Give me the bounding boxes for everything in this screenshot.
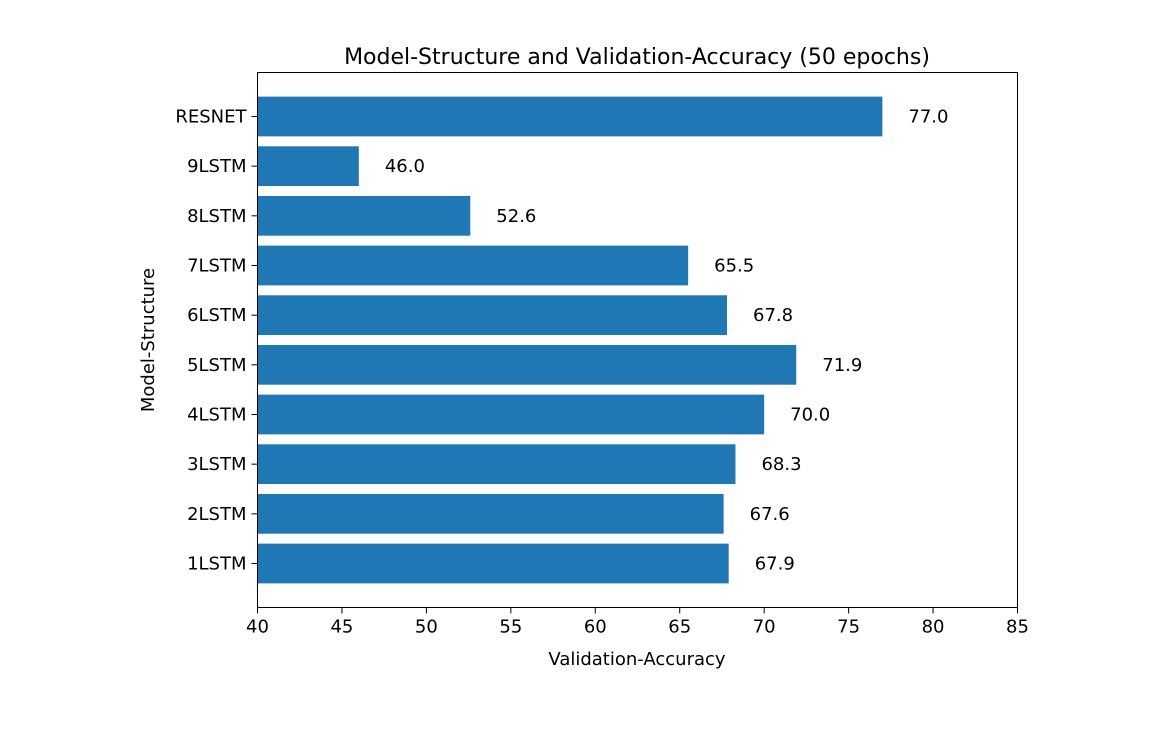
plot-frame: [257, 72, 1018, 608]
y-tick-label-2lstm: 2LSTM: [187, 504, 246, 525]
y-axis-ticks: 1LSTM 2LSTM 3LSTM 4LSTM 5LSTM 6LSTM 7LSTM 8LSTM…: [175, 107, 258, 575]
bar-7lstm: [257, 245, 689, 286]
y-tick-label-7lstm: 7LSTM: [187, 256, 246, 277]
x-tick-label-50: 50: [415, 617, 438, 638]
x-tick-label-75: 75: [837, 617, 860, 638]
y-tick-label-5lstm: 5LSTM: [187, 355, 246, 376]
bar-3lstm: [257, 444, 736, 485]
value-label-6lstm: 67.8: [753, 305, 793, 326]
y-axis-label: Model-Structure: [138, 268, 159, 412]
value-labels-group: 67.9 67.6 68.3 70.0 71.9 67.8 65.5 52.6 46.0 77.0: [385, 107, 949, 575]
bar-9lstm: [257, 146, 359, 187]
chart-title: Model-Structure and Validation-Accuracy …: [344, 45, 930, 70]
x-tick-label-85: 85: [1006, 617, 1029, 638]
value-label-4lstm: 70.0: [790, 405, 830, 426]
x-tick-label-65: 65: [668, 617, 691, 638]
value-label-5lstm: 71.9: [822, 355, 862, 376]
y-tick-label-9lstm: 9LSTM: [187, 156, 246, 177]
x-tick-label-60: 60: [584, 617, 607, 638]
bar-8lstm: [257, 195, 471, 236]
value-label-2lstm: 67.6: [750, 504, 790, 525]
y-tick-label-6lstm: 6LSTM: [187, 305, 246, 326]
value-label-8lstm: 52.6: [496, 206, 536, 227]
value-label-3lstm: 68.3: [761, 454, 801, 475]
bar-5lstm: [257, 344, 797, 385]
bar-2lstm: [257, 493, 724, 534]
bars-group: [257, 96, 883, 584]
y-tick-label-1lstm: 1LSTM: [187, 554, 246, 575]
bar-4lstm: [257, 394, 765, 435]
value-label-resnet: 77.0: [908, 107, 948, 128]
bar-resnet: [257, 96, 883, 137]
value-label-9lstm: 46.0: [385, 156, 425, 177]
value-label-1lstm: 67.9: [755, 554, 795, 575]
y-tick-label-3lstm: 3LSTM: [187, 454, 246, 475]
bar-1lstm: [257, 543, 729, 584]
x-tick-label-80: 80: [922, 617, 945, 638]
bar-6lstm: [257, 295, 728, 336]
x-tick-label-45: 45: [330, 617, 353, 638]
y-tick-label-8lstm: 8LSTM: [187, 206, 246, 227]
y-tick-label-resnet: RESNET: [175, 107, 247, 128]
x-tick-label-55: 55: [499, 617, 522, 638]
x-tick-label-40: 40: [246, 617, 269, 638]
x-axis-label: Validation-Accuracy: [548, 649, 726, 670]
x-axis-ticks: 40 45 50 55 60 65 70 75 80 85: [246, 607, 1029, 638]
x-tick-label-70: 70: [753, 617, 776, 638]
value-label-7lstm: 65.5: [714, 256, 754, 277]
y-tick-label-4lstm: 4LSTM: [187, 405, 246, 426]
